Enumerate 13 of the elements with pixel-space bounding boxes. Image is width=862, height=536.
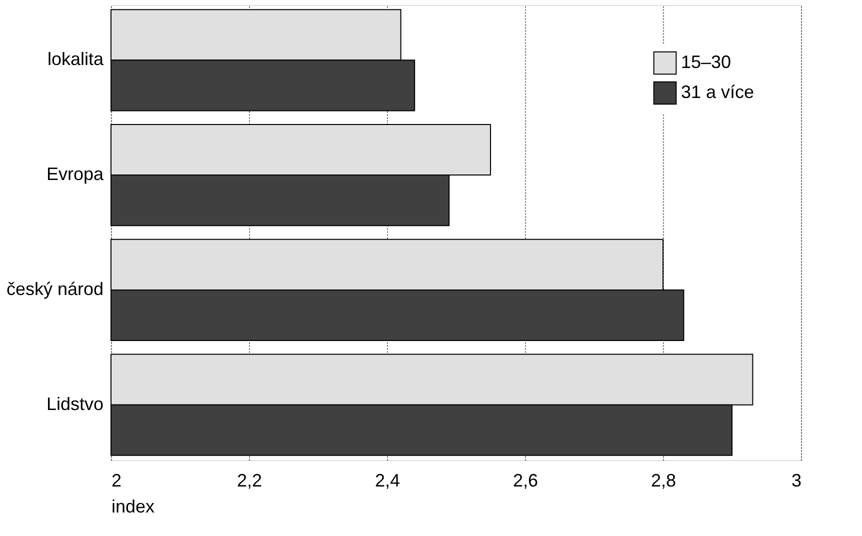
x-tick-label: 2,8 [650, 470, 676, 490]
x-tick-label: 2 [112, 470, 122, 490]
y-tick-label: lokalita [47, 49, 104, 70]
y-tick-label: český národ [6, 278, 104, 299]
legend-label: 31 a více [681, 82, 754, 102]
legend-label: 15–30 [681, 52, 732, 72]
x-tick-label: 3 [791, 470, 802, 490]
x-axis-title: index [112, 496, 155, 516]
y-tick-label: Lidstvo [46, 394, 104, 414]
x-tick-label: 2,4 [374, 470, 400, 490]
x-tick-label: 2,6 [512, 470, 538, 490]
x-tick-label: 2,2 [236, 470, 262, 490]
y-tick-label: Evropa [46, 164, 104, 184]
